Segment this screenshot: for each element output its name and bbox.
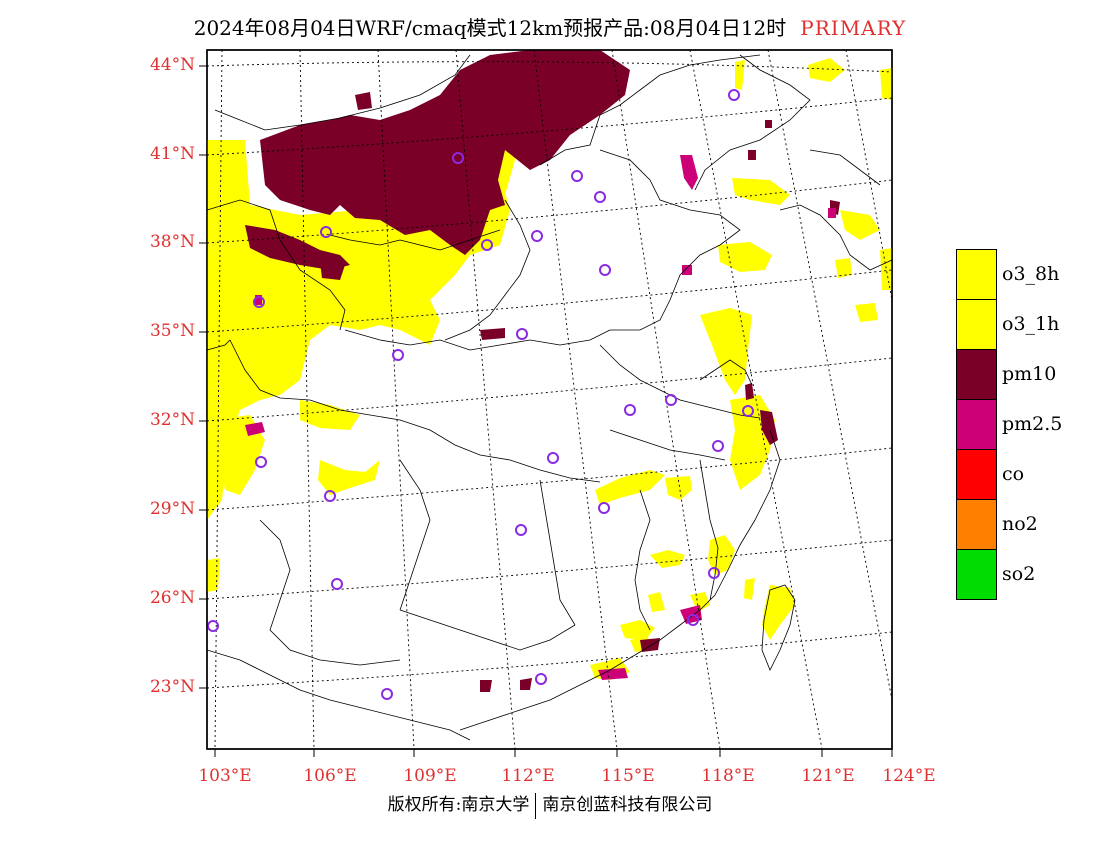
- legend-item-co: co: [956, 449, 1025, 500]
- copyright-footer: 版权所有:南京大学 南京创蓝科技有限公司: [0, 790, 1100, 819]
- station-markers: [207, 89, 754, 700]
- legend-swatch: [956, 349, 997, 400]
- lon-label-106: 106°E: [303, 766, 357, 786]
- legend-item-pm10: pm10: [956, 349, 1056, 400]
- lon-ticks: [214, 749, 893, 757]
- legend-swatch: [956, 499, 997, 550]
- lat-label-23: 23°N: [149, 677, 195, 697]
- legend-label: no2: [1002, 513, 1038, 535]
- lon-label-121: 121°E: [801, 766, 855, 786]
- lat-label-32: 32°N: [149, 410, 195, 430]
- legend-label: co: [1002, 463, 1025, 485]
- boundary-lines: [207, 54, 892, 741]
- legend-label: o3_8h: [1002, 263, 1060, 285]
- lon-label-109: 109°E: [403, 766, 457, 786]
- lat-ticks: [199, 65, 207, 689]
- legend-swatch: [956, 549, 997, 600]
- lon-label-103: 103°E: [198, 766, 252, 786]
- primary-tag: PRIMARY: [800, 16, 907, 40]
- legend-item-o3-8h: o3_8h: [956, 249, 1059, 300]
- title-text: 2024年08月04日WRF/cmaq模式12km预报产品:08月04日12时: [193, 16, 787, 40]
- copyright-right: 南京创蓝科技有限公司: [542, 795, 713, 815]
- lon-label-112: 112°E: [501, 766, 555, 786]
- legend-swatch: [956, 249, 997, 300]
- legend-swatch: [956, 449, 997, 500]
- legend-label: pm2.5: [1002, 413, 1063, 435]
- lon-label-124: 124°E: [882, 766, 936, 786]
- legend-item-o3-1h: o3_1h: [956, 299, 1059, 350]
- legend-item-so2: so2: [956, 549, 1035, 600]
- legend-label: pm10: [1002, 363, 1057, 385]
- copyright-left: 版权所有:南京大学: [387, 795, 530, 815]
- map-title: 2024年08月04日WRF/cmaq模式12km预报产品:08月04日12时 P…: [0, 12, 1100, 42]
- legend-swatch: [956, 299, 997, 350]
- lat-label-44: 44°N: [149, 55, 195, 75]
- pm10-region: [245, 50, 840, 692]
- legend-label: so2: [1002, 563, 1036, 585]
- legend-item-no2: no2: [956, 499, 1038, 550]
- lat-label-35: 35°N: [149, 321, 195, 341]
- legend-item-pm25: pm2.5: [956, 399, 1062, 450]
- lon-label-118: 118°E: [701, 766, 755, 786]
- legend-label: o3_1h: [1002, 313, 1060, 335]
- pollutant-legend: o3_8h o3_1h pm10 pm2.5 co no2 so2: [956, 249, 1062, 600]
- lon-label-115: 115°E: [601, 766, 655, 786]
- lat-label-29: 29°N: [149, 499, 195, 519]
- footer-divider: [535, 792, 537, 819]
- longitude-gridlines: [214, 50, 892, 749]
- latitude-gridlines: [207, 61, 892, 689]
- legend-swatch: [956, 399, 997, 450]
- lat-label-41: 41°N: [149, 144, 195, 164]
- lat-label-38: 38°N: [149, 232, 195, 252]
- lat-label-26: 26°N: [149, 588, 195, 608]
